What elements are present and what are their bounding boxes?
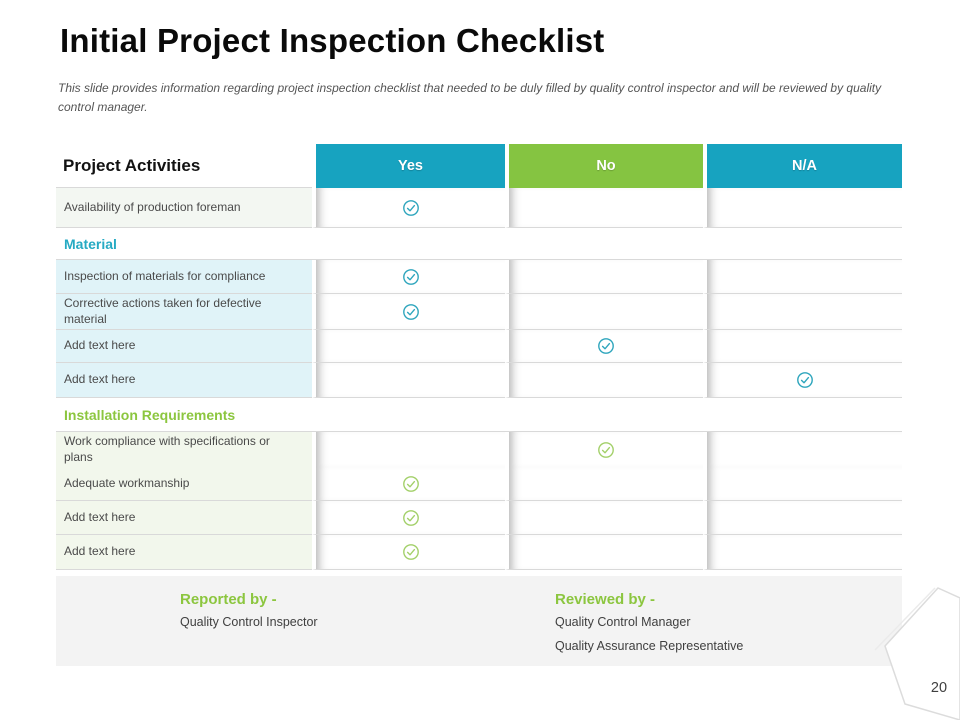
reviewed-by-value: Quality Control Manager: [555, 615, 691, 629]
table-row: Adequate workmanship: [56, 467, 902, 501]
check-circle-icon: [402, 509, 420, 527]
column-header-no: No: [505, 144, 703, 188]
reported-by-value: Quality Control Inspector: [180, 615, 318, 629]
activity-label: Adequate workmanship: [56, 467, 312, 501]
section-header-row: Material: [56, 228, 902, 260]
table-row: Add text here: [56, 330, 902, 363]
activity-label: Availability of production foreman: [56, 188, 312, 228]
check-circle-icon: [402, 475, 420, 493]
cell-yes: [312, 467, 505, 501]
table-row: Add text here: [56, 363, 902, 398]
cell-na: [703, 535, 902, 570]
check-circle-icon: [597, 441, 615, 459]
cell-no: [505, 363, 703, 398]
pentagon-badge-shape: [874, 587, 960, 720]
activity-label: Work compliance with specifications or p…: [56, 432, 312, 469]
activity-label: Corrective actions taken for defective m…: [56, 294, 312, 331]
slide-description: This slide provides information regardin…: [58, 81, 882, 115]
cell-yes: [312, 260, 505, 294]
column-header-na: N/A: [703, 144, 902, 188]
table-body: Availability of production foreman Materi…: [56, 188, 902, 570]
cell-yes: [312, 535, 505, 570]
table-row: Work compliance with specifications or p…: [56, 432, 902, 469]
section-title: Material: [56, 228, 902, 260]
cell-no: [505, 535, 703, 570]
reviewed-by-value: Quality Assurance Representative: [555, 639, 744, 653]
reviewed-by-label: Reviewed by -: [555, 591, 656, 608]
table-header-row: Project Activities Yes No N/A: [56, 144, 902, 188]
cell-na: [703, 501, 902, 535]
activity-label: Add text here: [56, 501, 312, 535]
table-row: Inspection of materials for compliance: [56, 260, 902, 294]
column-header-activities: Project Activities: [56, 144, 312, 188]
activity-label: Add text here: [56, 363, 312, 398]
cell-no: [505, 330, 703, 363]
cell-na: [703, 188, 902, 228]
cell-na: [703, 294, 902, 331]
table-row: Corrective actions taken for defective m…: [56, 294, 902, 331]
cell-na: [703, 363, 902, 398]
cell-na: [703, 260, 902, 294]
table-row: Availability of production foreman: [56, 188, 902, 228]
cell-na: [703, 432, 902, 469]
cell-yes: [312, 363, 505, 398]
inspection-checklist-table: Project Activities Yes No N/A Availabili…: [56, 144, 902, 570]
page-title: Initial Project Inspection Checklist: [60, 22, 605, 59]
cell-yes: [312, 501, 505, 535]
cell-yes: [312, 294, 505, 331]
check-circle-icon: [402, 268, 420, 286]
reported-by-block: Reported by - Quality Control Inspector: [180, 591, 318, 639]
cell-no: [505, 501, 703, 535]
section-header-row: Installation Requirements: [56, 398, 902, 432]
cell-no: [505, 467, 703, 501]
cell-yes: [312, 330, 505, 363]
check-circle-icon: [597, 337, 615, 355]
table-row: Add text here: [56, 501, 902, 535]
page-number: 20: [930, 680, 948, 696]
cell-na: [703, 330, 902, 363]
cell-no: [505, 260, 703, 294]
reviewed-by-block: Reviewed by - Quality Control Manager Qu…: [555, 591, 743, 663]
section-title: Installation Requirements: [56, 398, 902, 432]
check-circle-icon: [796, 371, 814, 389]
activity-label: Add text here: [56, 535, 312, 570]
check-circle-icon: [402, 199, 420, 217]
activity-label: Add text here: [56, 330, 312, 363]
activity-label: Inspection of materials for compliance: [56, 260, 312, 294]
cell-yes: [312, 188, 505, 228]
cell-no: [505, 294, 703, 331]
cell-no: [505, 188, 703, 228]
column-header-yes: Yes: [312, 144, 505, 188]
table-row: Add text here: [56, 535, 902, 570]
footer-panel: Reported by - Quality Control Inspector …: [56, 576, 902, 666]
cell-no: [505, 432, 703, 469]
check-circle-icon: [402, 543, 420, 561]
reported-by-label: Reported by -: [180, 591, 277, 608]
cell-yes: [312, 432, 505, 469]
check-circle-icon: [402, 303, 420, 321]
cell-na: [703, 467, 902, 501]
